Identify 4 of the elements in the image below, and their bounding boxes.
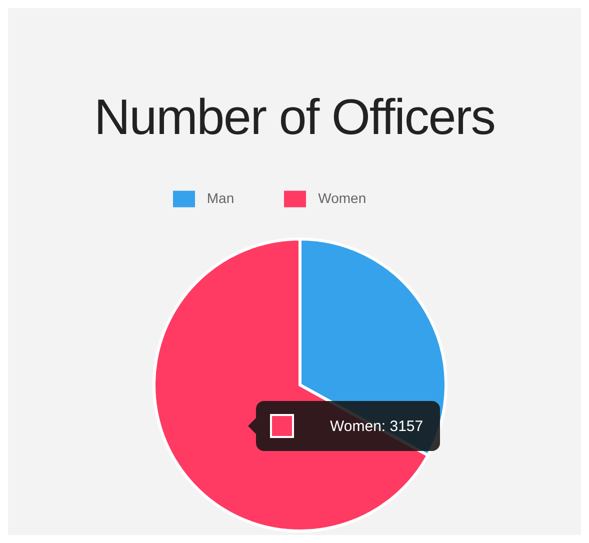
legend-label: Man xyxy=(206,190,234,206)
text: Women: 3157 xyxy=(330,418,424,434)
legend-label: Women xyxy=(318,190,366,206)
chart-title: Number of Officers xyxy=(93,88,496,146)
